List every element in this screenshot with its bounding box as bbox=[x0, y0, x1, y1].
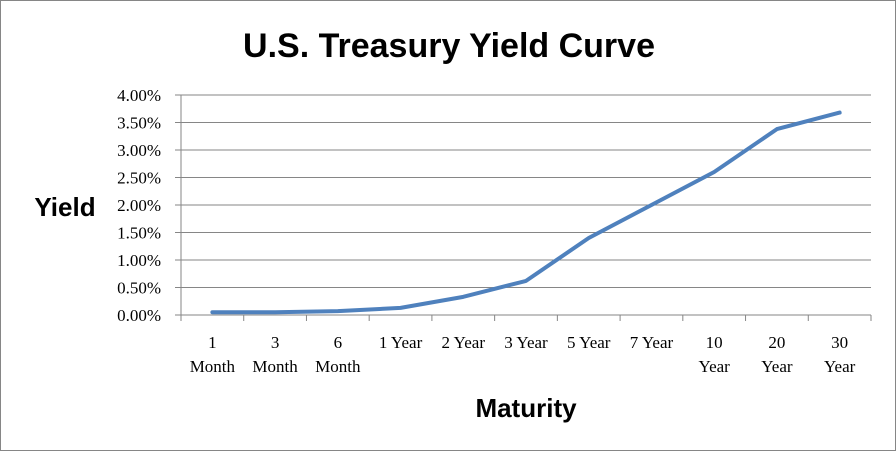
x-tick-label: 6 Month bbox=[315, 333, 361, 376]
x-tick-label: 3 Year bbox=[504, 333, 548, 352]
axis-layer bbox=[180, 95, 872, 321]
x-tick-label: 1 Month bbox=[190, 333, 236, 376]
y-tick-label: 2.00% bbox=[117, 196, 161, 215]
series-line bbox=[210, 110, 842, 315]
series-layer bbox=[210, 110, 842, 315]
y-axis-title: Yield bbox=[34, 192, 95, 222]
x-tick-label: 3 Month bbox=[252, 333, 298, 376]
x-tick-labels: 1 Month 3 Month 6 Month 1 Year 2 Year 3 Year 5 Ye… bbox=[190, 333, 856, 376]
y-tick-label: 1.00% bbox=[117, 251, 161, 270]
y-tick-label: 3.00% bbox=[117, 141, 161, 160]
x-axis-title: Maturity bbox=[475, 393, 577, 423]
chart-title: U.S. Treasury Yield Curve bbox=[243, 27, 655, 65]
x-tick-label: 30 Year bbox=[824, 333, 856, 376]
x-tick-label: 7 Year bbox=[630, 333, 674, 352]
y-tick-label: 1.50% bbox=[117, 224, 161, 243]
x-tick-label: 1 Year bbox=[379, 333, 423, 352]
y-tick-label: 4.00% bbox=[117, 86, 161, 105]
x-tick-label: 5 Year bbox=[567, 333, 611, 352]
y-tick-label: 3.50% bbox=[117, 114, 161, 133]
y-tick-label: 0.00% bbox=[117, 306, 161, 325]
y-tick-label: 2.50% bbox=[117, 169, 161, 188]
x-tick-label: 2 Year bbox=[442, 333, 486, 352]
y-tick-label: 0.50% bbox=[117, 279, 161, 298]
grid-layer bbox=[175, 94, 871, 316]
y-tick-labels: 0.00% 0.50% 1.00% 1.50% 2.00% 2.50% 3.00% 3.50%… bbox=[117, 86, 161, 325]
x-tick-label: 20 Year bbox=[761, 333, 793, 376]
x-tick-label: 10 Year bbox=[699, 333, 731, 376]
